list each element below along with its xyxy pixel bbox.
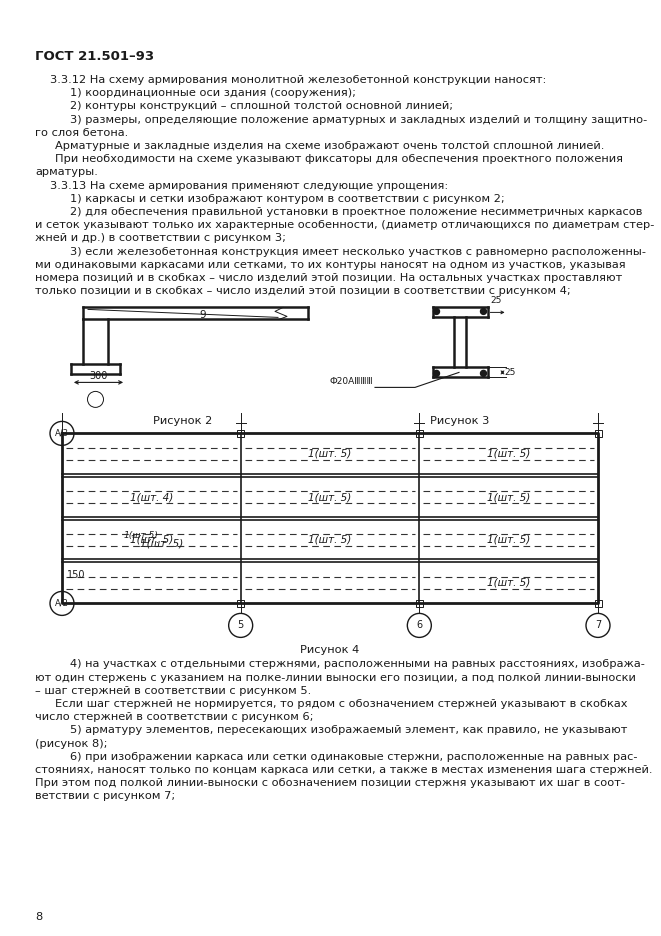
Text: При необходимости на схеме указывают фиксаторы для обеспечения проектного положе: При необходимости на схеме указывают фик… [55, 154, 623, 164]
Text: 2) для обеспечения правильной установки в проектное положение несимметричных кар: 2) для обеспечения правильной установки … [70, 207, 642, 217]
Text: 4) на участках с отдельными стержнями, расположенными на равных расстояниях, изо: 4) на участках с отдельными стержнями, р… [70, 659, 645, 669]
Bar [416, 600, 423, 607]
Bar [594, 430, 602, 437]
Text: 6) при изображении каркаса или сетки одинаковые стержни, расположенные на равных: 6) при изображении каркаса или сетки оди… [70, 752, 637, 762]
Circle shape [434, 308, 440, 314]
Text: 1(шт. 5): 1(шт. 5) [487, 449, 530, 459]
Text: 150: 150 [67, 570, 85, 580]
Text: ми одинаковыми каркасами или сетками, то их контуры наносят на одном из участков: ми одинаковыми каркасами или сетками, то… [35, 260, 625, 270]
Circle shape [481, 308, 486, 314]
Text: Рисунок 3: Рисунок 3 [430, 417, 490, 427]
Text: 3.3.12 На схему армирования монолитной железобетонной конструкции наносят:: 3.3.12 На схему армирования монолитной ж… [50, 75, 547, 85]
Circle shape [50, 421, 74, 446]
Text: 1(шт. 5): 1(шт. 5) [130, 534, 173, 545]
Text: 1(шт. 5): 1(шт. 5) [487, 492, 530, 502]
Circle shape [229, 613, 253, 637]
Circle shape [481, 371, 486, 376]
Text: ГОСТ 21.501–93: ГОСТ 21.501–93 [35, 50, 154, 63]
Circle shape [434, 371, 440, 376]
Circle shape [50, 592, 74, 615]
Text: номера позиций и в скобках – число изделий этой позиции. На остальных участках п: номера позиций и в скобках – число издел… [35, 273, 622, 283]
Text: жней и др.) в соответствии с рисунком 3;: жней и др.) в соответствии с рисунком 3; [35, 233, 286, 243]
Text: 1(шт. 4): 1(шт. 4) [130, 492, 173, 502]
Text: арматуры.: арматуры. [35, 168, 98, 178]
Text: (рисунок 8);: (рисунок 8); [35, 739, 108, 749]
Text: 9: 9 [200, 311, 206, 320]
Text: А/2: А/2 [55, 599, 69, 607]
Bar [594, 600, 602, 607]
Bar [237, 600, 244, 607]
Circle shape [407, 613, 432, 637]
Text: 1(шт. 5): 1(шт. 5) [139, 538, 183, 548]
Text: 300: 300 [89, 372, 108, 381]
Bar [237, 430, 244, 437]
Text: Рисунок 2: Рисунок 2 [153, 417, 213, 427]
Text: 3) размеры, определяющие положение арматурных и закладных изделий и толщину защи: 3) размеры, определяющие положение армат… [70, 114, 647, 124]
Text: Рисунок 4: Рисунок 4 [300, 646, 360, 655]
Text: 5: 5 [237, 621, 244, 631]
Text: 1(шт. 5): 1(шт. 5) [309, 449, 352, 459]
Text: – шаг стержней в соответствии с рисунком 5.: – шаг стержней в соответствии с рисунком… [35, 686, 311, 695]
Text: 5) арматуру элементов, пересекающих изображаемый элемент, как правило, не указыв: 5) арматуру элементов, пересекающих изоб… [70, 725, 627, 736]
Bar [416, 430, 423, 437]
Text: 8: 8 [35, 912, 42, 922]
Text: 6: 6 [416, 621, 422, 631]
Bar [59, 600, 65, 607]
Text: го слоя бетона.: го слоя бетона. [35, 128, 128, 138]
Text: 1(шт. 5): 1(шт. 5) [309, 534, 352, 545]
Bar [59, 430, 65, 437]
Text: 7: 7 [595, 621, 601, 631]
Text: Если шаг стержней не нормируется, то рядом с обозначением стержней указывают в с: Если шаг стержней не нормируется, то ряд… [55, 699, 627, 709]
Text: 25: 25 [504, 368, 516, 377]
Text: 1(шт. 5): 1(шт. 5) [487, 534, 530, 545]
Text: 2) контуры конструкций – сплошной толстой основной линией;: 2) контуры конструкций – сплошной толсто… [70, 101, 453, 111]
Text: 1(шт. 5): 1(шт. 5) [309, 492, 352, 502]
Text: 1) координационные оси здания (сооружения);: 1) координационные оси здания (сооружени… [70, 88, 356, 98]
Text: Ф20АⅢⅢⅢ: Ф20АⅢⅢⅢ [329, 377, 373, 387]
Text: 3.3.13 На схеме армирования применяют следующие упрощения:: 3.3.13 На схеме армирования применяют сл… [50, 181, 448, 191]
Text: стояниях, наносят только по концам каркаса или сетки, а также в местах изменения: стояниях, наносят только по концам карка… [35, 765, 652, 775]
Circle shape [586, 613, 610, 637]
Text: 1(шт. 5): 1(шт. 5) [487, 578, 530, 588]
Text: Арматурные и закладные изделия на схеме изображают очень толстой сплошной линией: Арматурные и закладные изделия на схеме … [55, 141, 604, 151]
Text: При этом под полкой линии-выноски с обозначением позиции стержня указывают их ша: При этом под полкой линии-выноски с обоз… [35, 778, 625, 788]
Text: 1(шт.5): 1(шт.5) [124, 531, 159, 540]
Text: ветствии с рисунком 7;: ветствии с рисунком 7; [35, 792, 175, 801]
Text: ют один стержень с указанием на полке-линии выноски его позиции, а под полкой ли: ют один стержень с указанием на полке-ли… [35, 673, 636, 682]
Text: 25: 25 [490, 297, 502, 305]
Text: только позиции и в скобках – число изделий этой позиции в соответствии с рисунко: только позиции и в скобках – число издел… [35, 286, 570, 296]
Text: 3) если железобетонная конструкция имеет несколько участков с равномерно располо: 3) если железобетонная конструкция имеет… [70, 246, 646, 256]
Text: и сеток указывают только их характерные особенности, (диаметр отличающихся по ди: и сеток указывают только их характерные … [35, 220, 654, 230]
Text: 1) каркасы и сетки изображают контуром в соответствии с рисунком 2;: 1) каркасы и сетки изображают контуром в… [70, 194, 505, 204]
Text: А/3: А/3 [55, 429, 69, 438]
Text: число стержней в соответствии с рисунком 6;: число стержней в соответствии с рисунком… [35, 712, 313, 723]
